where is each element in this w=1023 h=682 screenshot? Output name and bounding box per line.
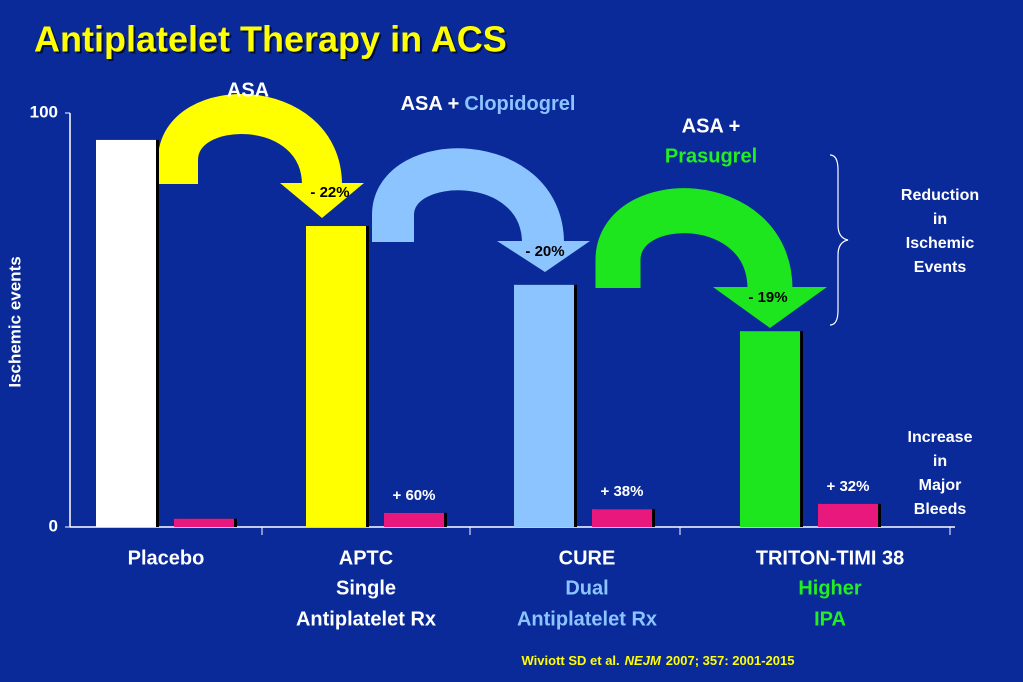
note: Major <box>919 477 962 494</box>
arrow-blue <box>372 148 564 245</box>
note: Events <box>914 259 967 276</box>
note: Increase <box>908 429 973 446</box>
x-tick-label: Placebo <box>128 547 205 569</box>
top-label: ASA <box>227 79 269 101</box>
arrow-head <box>713 287 827 328</box>
reduction-label: - 22% <box>310 184 349 201</box>
bar <box>174 518 234 527</box>
top-label: ASA + <box>682 115 741 137</box>
title: Antiplatelet Therapy in ACS <box>34 19 507 60</box>
citation: Wiviott SD et al. NEJM 2007; 357: 2001-201… <box>522 653 795 668</box>
reduction-label: - 20% <box>525 243 564 260</box>
top-label-part: Clopidogrel <box>464 93 575 115</box>
bleed-label: + 60% <box>393 487 436 504</box>
bar <box>592 509 652 527</box>
top-label-part: ASA + <box>401 93 460 115</box>
x-tick-label: TRITON-TIMI 38 <box>756 547 905 569</box>
x-tick-sublabel: Antiplatelet Rx <box>517 608 657 630</box>
bar <box>306 226 366 527</box>
bleed-label: + 38% <box>601 483 644 500</box>
citation-part: Wiviott SD et al. <box>522 653 620 668</box>
x-tick-label: APTC <box>339 547 393 569</box>
note: Ischemic <box>906 235 975 252</box>
x-tick-sublabel: Antiplatelet Rx <box>296 608 436 630</box>
x-tick-label: CURE <box>559 547 616 569</box>
top-label: Prasugrel <box>665 145 757 167</box>
note: Bleeds <box>914 501 967 518</box>
title-shadow: Antiplatelet Therapy in ACS <box>36 21 509 62</box>
x-tick-sublabel: Single <box>336 577 396 599</box>
top-label: ASA + Clopidogrel <box>401 93 576 115</box>
bar <box>96 139 156 527</box>
reduction-label: - 19% <box>748 289 787 306</box>
y-tick-label: 100 <box>30 102 58 121</box>
arrows <box>158 94 849 328</box>
x-tick-sublabel: Higher <box>798 577 862 599</box>
citation-part: NEJM <box>625 653 662 668</box>
citation-part: 2007; 357: 2001-2015 <box>666 653 795 668</box>
note: in <box>933 211 947 228</box>
x-tick-sublabel: Dual <box>565 577 608 599</box>
arrow-head <box>280 183 364 218</box>
note: Reduction <box>901 187 979 204</box>
bar <box>514 284 574 527</box>
note: in <box>933 453 947 470</box>
bleed-label: + 32% <box>827 478 870 495</box>
arrow-green <box>595 188 793 291</box>
x-tick-sublabel: IPA <box>814 608 846 630</box>
y-axis-label: Ischemic events <box>5 256 24 387</box>
y-tick-label: 0 <box>49 516 58 535</box>
arrow-yellow <box>158 94 342 187</box>
bar <box>384 512 444 527</box>
brace <box>829 154 849 326</box>
arrow-head <box>497 241 590 272</box>
bar <box>818 503 878 527</box>
bar <box>740 331 800 527</box>
